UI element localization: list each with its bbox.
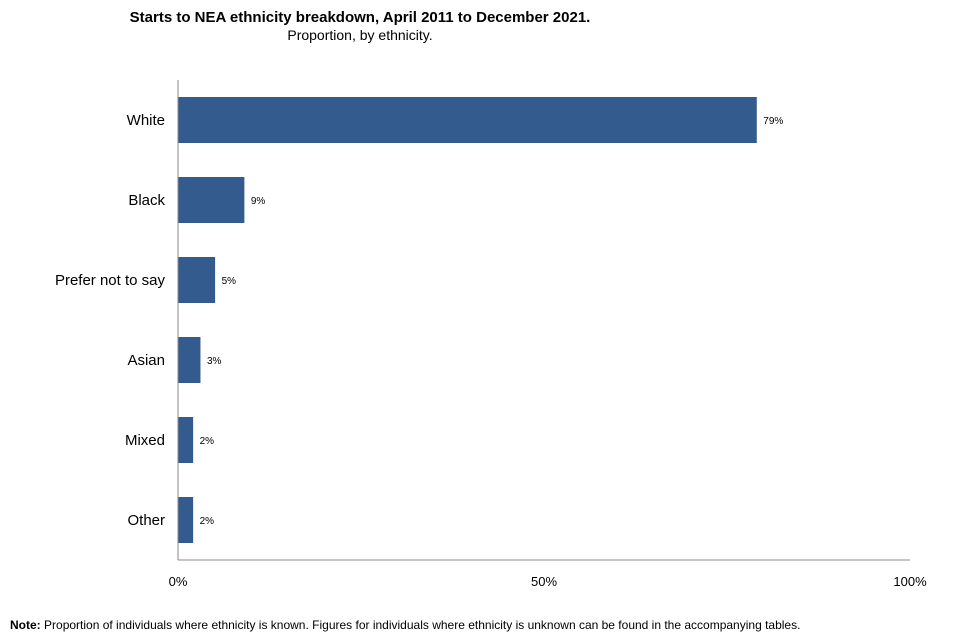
bar: [178, 497, 194, 543]
bar: [178, 177, 245, 223]
data-label: 5%: [222, 276, 237, 287]
x-tick-label: 0%: [169, 574, 188, 589]
data-label: 2%: [200, 516, 215, 527]
category-label: Other: [127, 512, 165, 529]
x-tick-label: 50%: [531, 574, 557, 589]
data-label: 2%: [200, 436, 215, 447]
footnote: Note: Proportion of individuals where et…: [10, 618, 800, 632]
bar: [178, 97, 757, 143]
bar: [178, 417, 194, 463]
category-label: Asian: [127, 352, 165, 369]
category-label: Prefer not to say: [55, 272, 166, 289]
x-tick-label: 100%: [893, 574, 927, 589]
bar-chart: 0% 50% 100% White 79% Black 9% Prefer not to sa…: [55, 80, 927, 589]
category-label: Black: [128, 192, 165, 209]
data-label: 3%: [207, 356, 222, 367]
chart-title: Starts to NEA ethnicity breakdown, April…: [129, 9, 591, 26]
footnote-label: Note:: [10, 618, 41, 632]
data-label: 79%: [763, 116, 783, 127]
bar: [178, 257, 216, 303]
category-label: White: [127, 112, 165, 129]
footnote-text: Proportion of individuals where ethnicit…: [44, 618, 801, 632]
chart-subtitle: Proportion, by ethnicity.: [287, 27, 433, 43]
data-label: 9%: [251, 196, 266, 207]
category-label: Mixed: [125, 432, 165, 449]
bar: [178, 337, 201, 383]
